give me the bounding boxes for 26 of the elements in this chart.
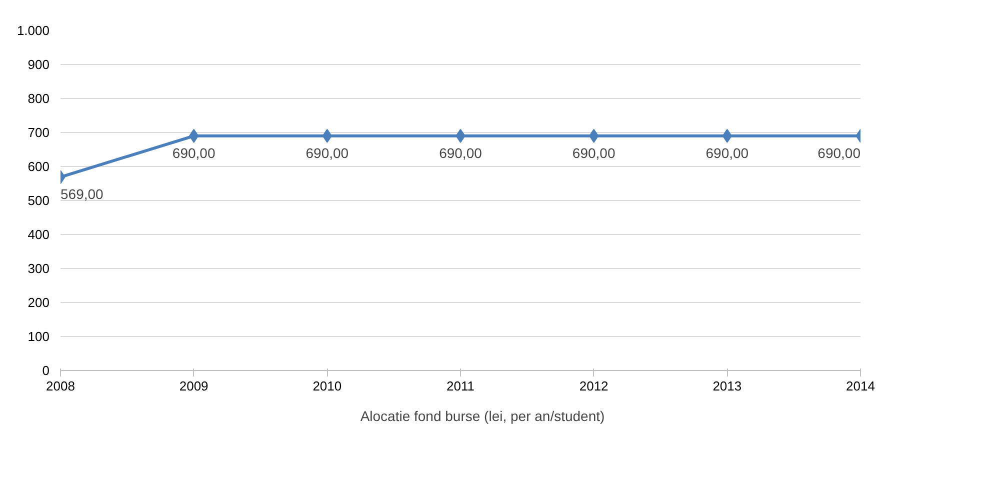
text: Alocatie fond burse (lei, per an/student) — [360, 408, 605, 424]
data-label: 690,00 — [306, 144, 349, 161]
y-tick-label: 400 — [28, 227, 50, 242]
y-tick-label: 500 — [28, 193, 50, 208]
x-tick-label: 2008 — [46, 378, 75, 394]
data-label: 690,00 — [818, 144, 861, 161]
y-tick-label: 800 — [28, 91, 50, 106]
y-tick-label: 1.000 — [16, 23, 50, 38]
x-tick-label: 2013 — [712, 378, 742, 394]
y-tick-label: 0 — [42, 363, 50, 378]
y-tick-label: 600 — [28, 159, 50, 174]
data-label: 569,00 — [60, 186, 104, 202]
data-label: 690,00 — [572, 144, 616, 161]
x-tick-label: 2014 — [846, 378, 875, 394]
data-label: 690,00 — [172, 144, 216, 161]
x-tick-label: 2010 — [312, 378, 342, 394]
x-tick-label: 2009 — [179, 378, 208, 394]
data-label: 690,00 — [439, 144, 482, 161]
x-tick-label: 2012 — [579, 378, 608, 394]
y-tick-label: 700 — [28, 125, 50, 140]
y-tick-label: 200 — [28, 295, 50, 310]
y-tick-label: 900 — [28, 57, 50, 72]
y-tick-label: 300 — [28, 261, 50, 276]
y-tick-label: 100 — [28, 329, 50, 344]
data-label: 690,00 — [706, 144, 749, 161]
x-tick-label: 2011 — [446, 378, 474, 394]
